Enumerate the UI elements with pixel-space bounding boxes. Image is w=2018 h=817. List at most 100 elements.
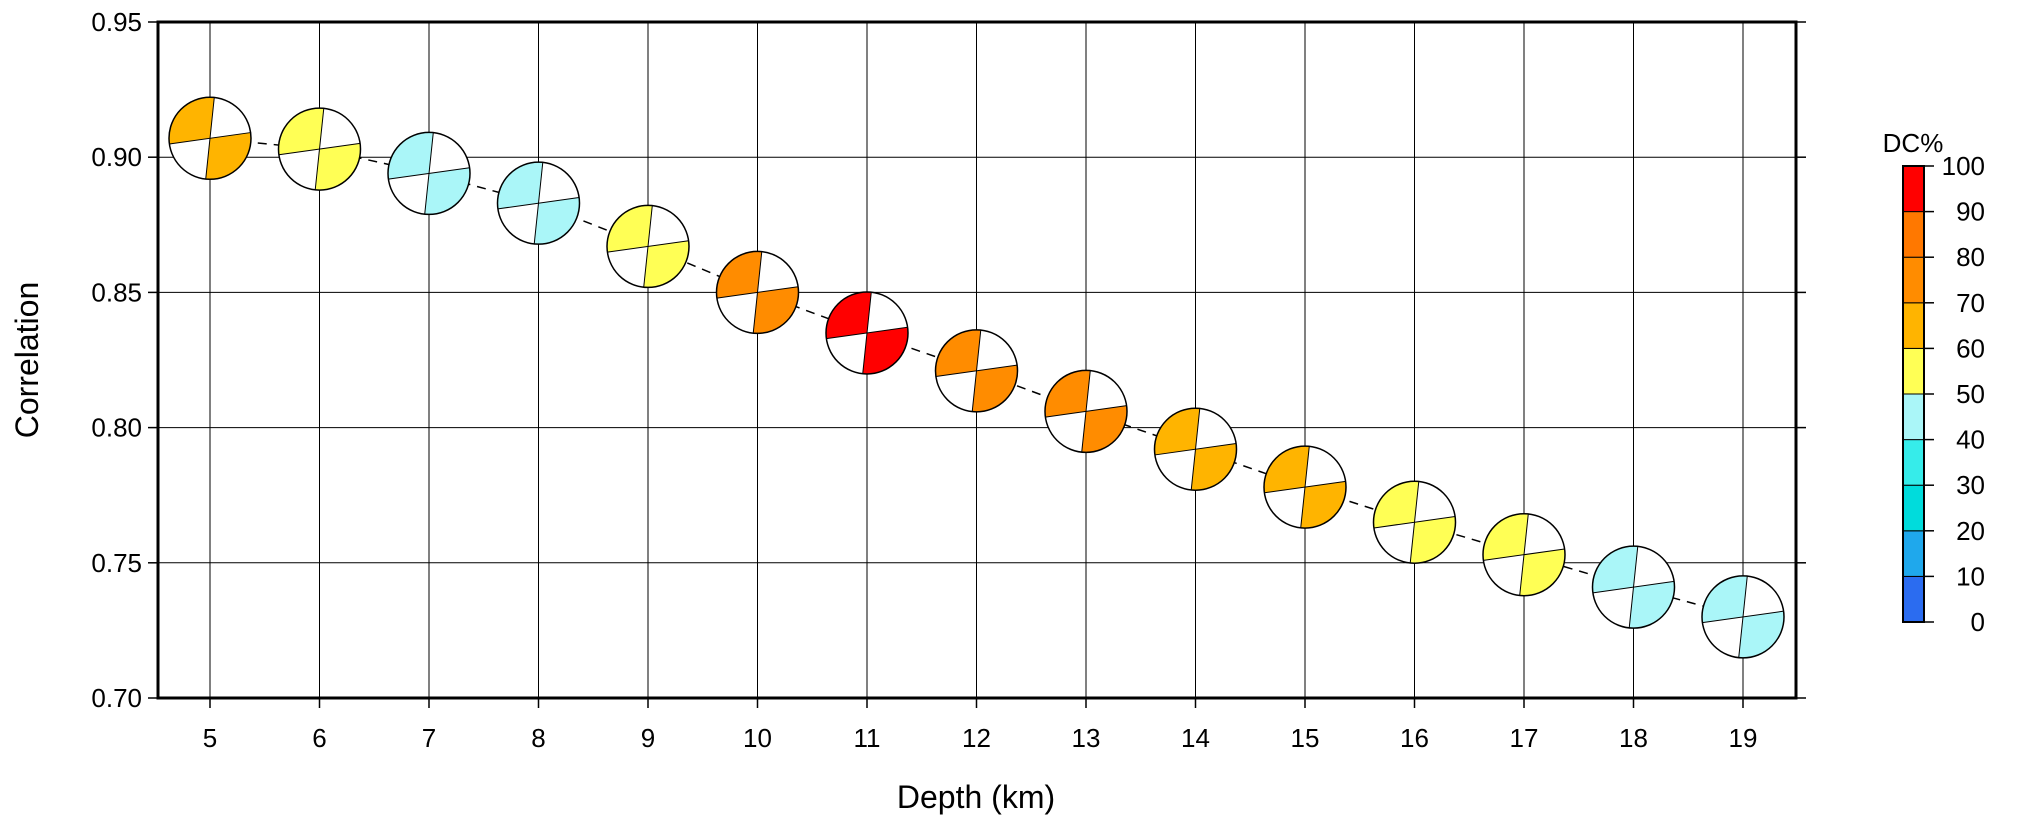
x-tick-label: 16 <box>1400 723 1429 753</box>
y-tick-label: 0.70 <box>91 683 142 713</box>
beachball-outline <box>1482 512 1566 597</box>
beachball-compression-quadrant <box>1154 408 1200 455</box>
colorbar-bin <box>1902 347 1925 395</box>
beachball-nodal-line <box>1628 546 1639 628</box>
beachball-nodal-line <box>424 132 434 215</box>
beachball-marker <box>1263 445 1347 529</box>
beachball-marker <box>606 204 690 289</box>
beachball-nodal-line <box>1190 408 1201 491</box>
colorbar-bin <box>1902 530 1925 577</box>
beachball-compression-quadrant <box>534 197 580 245</box>
beachball-compression-quadrant <box>315 143 361 191</box>
beachball-outline <box>1701 575 1785 659</box>
beachball-compression-quadrant <box>1191 443 1237 491</box>
axis-ticks <box>148 21 1806 708</box>
dc-percent-colorbar: DC% 0 10 20 30 40 50 60 70 80 90 100 <box>1883 128 1985 637</box>
beachball-compression-quadrant <box>1373 481 1419 528</box>
beachball-nodal-line <box>205 97 215 180</box>
beachball-marker <box>715 250 800 335</box>
beachball-marker <box>934 329 1019 413</box>
beachball-outline <box>715 250 800 335</box>
beachball-outline <box>1263 445 1347 529</box>
beachball-marker <box>496 161 581 245</box>
colorbar-bins <box>1902 165 1925 623</box>
beachball-outline <box>1044 369 1128 454</box>
beachball-nodal-line <box>1409 481 1420 564</box>
beachball-compression-quadrant <box>1264 446 1310 493</box>
y-tick-label: 0.85 <box>91 277 142 307</box>
beachball-compression-quadrant <box>1738 611 1784 658</box>
beachball-marker <box>1701 575 1785 659</box>
beachball-series <box>168 96 1785 659</box>
beachball-compression-quadrant <box>862 327 908 374</box>
colorbar-tick-label: 10 <box>1956 561 1985 591</box>
colorbar-bin <box>1902 575 1925 623</box>
x-tick-label: 14 <box>1181 723 1210 753</box>
beachball-compression-quadrant <box>606 205 653 253</box>
beachball-outline <box>387 131 471 216</box>
colorbar-tick-label: 50 <box>1956 379 1985 409</box>
beachball-compression-quadrant <box>169 97 215 144</box>
x-tick-label: 17 <box>1510 723 1539 753</box>
beachball-marker <box>1044 369 1128 454</box>
colorbar-tick-label: 60 <box>1956 333 1985 363</box>
beachball-compression-quadrant <box>388 132 434 180</box>
y-tick-label: 0.90 <box>91 142 142 172</box>
beachball-compression-quadrant <box>1519 548 1565 596</box>
y-axis-title: Correlation <box>9 282 45 439</box>
beachball-outline <box>277 107 362 191</box>
colorbar-tick-label: 70 <box>1956 288 1985 318</box>
colorbar-bin <box>1902 211 1925 258</box>
beachball-compression-quadrant <box>1629 581 1675 629</box>
colorbar-tick-label: 100 <box>1942 151 1985 181</box>
beachball-marker <box>387 131 471 216</box>
beachball-nodal-line <box>1738 576 1748 658</box>
beachball-compression-quadrant <box>205 132 251 180</box>
beachball-marker <box>1482 512 1566 597</box>
beachball-marker <box>168 96 252 181</box>
colorbar-bin <box>1902 302 1925 349</box>
beachball-outline <box>1153 407 1238 491</box>
beachball-compression-quadrant <box>716 251 762 299</box>
beachball-marker <box>1153 407 1238 491</box>
beachball-marker <box>1591 545 1676 629</box>
y-tick-label: 0.75 <box>91 548 142 578</box>
x-tick-label: 9 <box>641 723 655 753</box>
beachball-compression-quadrant <box>643 240 689 288</box>
colorbar-bin <box>1902 393 1925 441</box>
x-axis-tick-labels: 5 6 7 8 9 10 11 12 13 14 15 16 17 18 19 <box>203 723 1758 753</box>
beachball-compression-quadrant <box>1300 481 1346 529</box>
beachball-compression-quadrant <box>1081 405 1127 453</box>
beachball-outline <box>1591 545 1676 629</box>
x-tick-label: 15 <box>1291 723 1320 753</box>
colorbar-tick-label: 20 <box>1956 516 1985 546</box>
y-axis-tick-labels: 0.70 0.75 0.80 0.85 0.90 0.95 <box>91 7 142 713</box>
beachball-compression-quadrant <box>1410 516 1456 564</box>
x-tick-label: 7 <box>422 723 436 753</box>
colorbar-bin <box>1902 439 1925 486</box>
colorbar-bin <box>1902 256 1925 304</box>
colorbar-tick-labels: 0 10 20 30 40 50 60 70 80 90 100 <box>1924 151 1985 637</box>
beachball-compression-quadrant <box>753 286 799 334</box>
beachball-compression-quadrant <box>278 108 324 155</box>
y-tick-label: 0.80 <box>91 413 142 443</box>
x-tick-label: 5 <box>203 723 217 753</box>
colorbar-tick-label: 30 <box>1956 470 1985 500</box>
x-tick-label: 12 <box>962 723 991 753</box>
beachball-compression-quadrant <box>497 162 543 209</box>
beachball-outline <box>168 96 252 181</box>
x-tick-label: 11 <box>854 723 881 753</box>
beachball-nodal-line <box>1300 446 1310 528</box>
colorbar-tick-label: 40 <box>1956 425 1985 455</box>
beachball-nodal-line <box>862 292 872 374</box>
beachball-marker <box>277 107 362 191</box>
beachball-marker <box>825 291 909 375</box>
beachball-compression-quadrant <box>972 365 1018 412</box>
beachball-compression-quadrant <box>935 329 981 377</box>
beachball-nodal-line <box>314 108 325 190</box>
beachball-compression-quadrant <box>1592 546 1638 593</box>
beachball-nodal-line <box>533 162 544 244</box>
beachball-nodal-line <box>752 251 763 334</box>
x-tick-label: 13 <box>1072 723 1101 753</box>
